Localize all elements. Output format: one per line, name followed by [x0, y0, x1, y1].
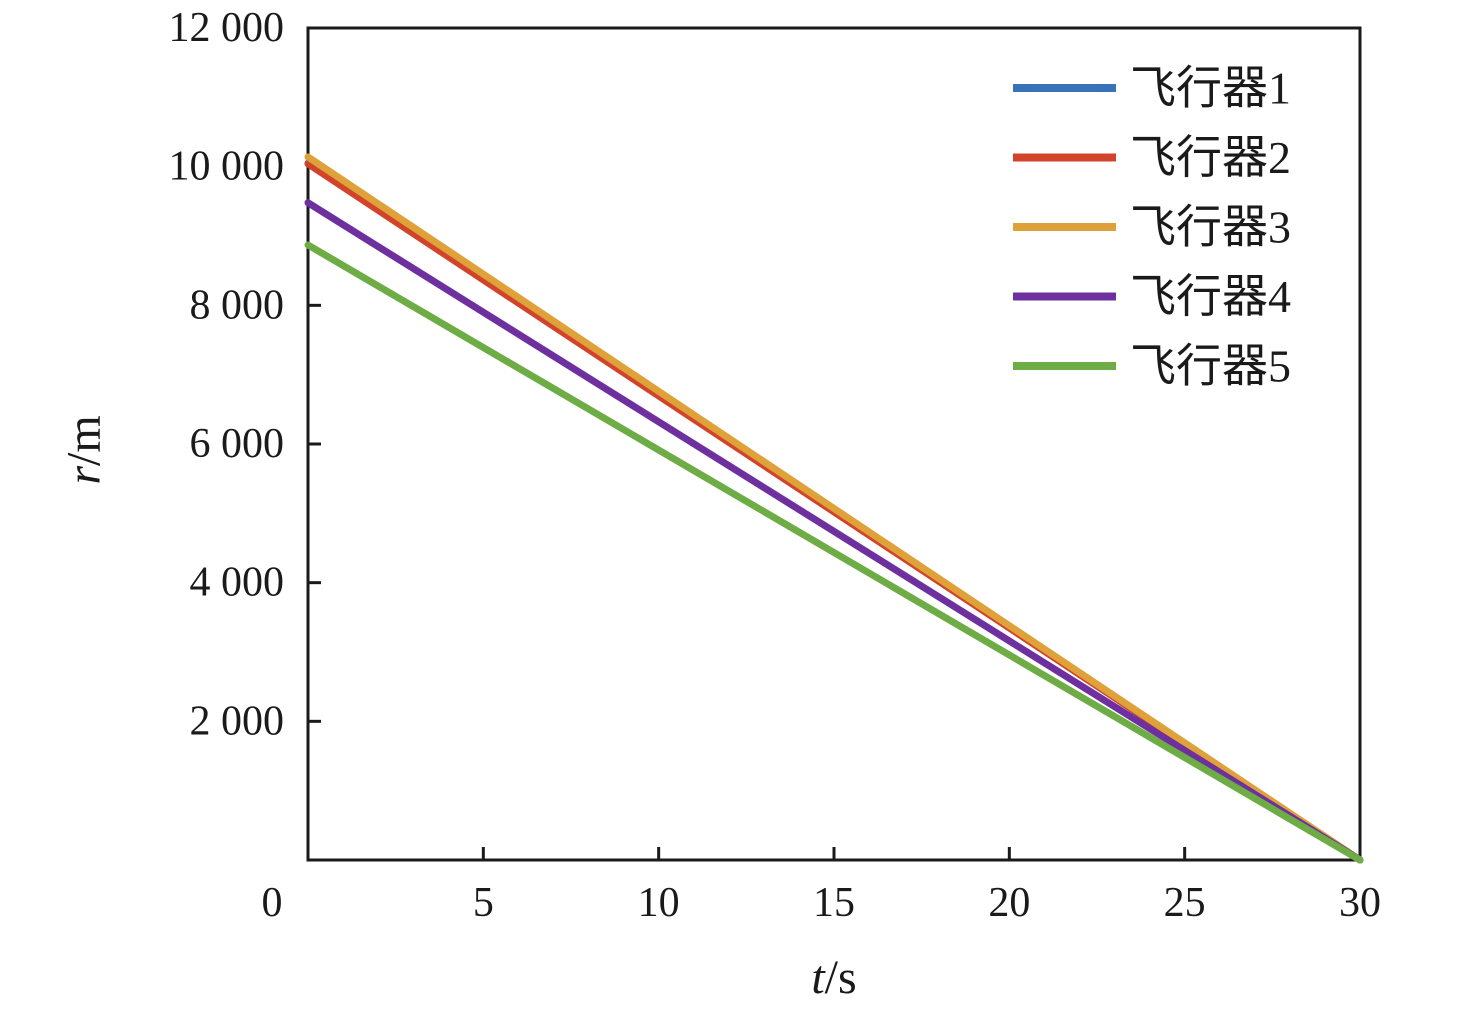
x-axis-tick-label: 25	[1164, 880, 1206, 926]
legend-label: 飞行器5	[1130, 341, 1291, 392]
x-axis-tick-label: 5	[473, 880, 494, 926]
legend-item-4: 飞行器4	[1013, 271, 1291, 322]
y-axis-title-unit: /m	[57, 415, 111, 466]
x-axis-tick-label: 20	[988, 880, 1030, 926]
legend-label: 飞行器4	[1130, 271, 1291, 322]
y-axis-tick-label: 2 000	[190, 698, 285, 744]
x-axis-title-unit: /s	[824, 951, 857, 1004]
legend-item-2: 飞行器2	[1013, 132, 1291, 183]
legend-label: 飞行器1	[1130, 63, 1291, 114]
y-axis-tick-label: 4 000	[190, 560, 285, 606]
legend-item-3: 飞行器3	[1013, 202, 1291, 253]
y-axis-title-variable: r	[57, 465, 111, 485]
y-axis-tick-label: 12 000	[169, 5, 285, 51]
y-axis-tick-label: 10 000	[169, 144, 285, 190]
series-line-5	[304, 241, 1364, 864]
legend-item-1: 飞行器1	[1013, 63, 1291, 114]
x-axis-title: t/s	[811, 950, 856, 1005]
series-line-4	[304, 199, 1364, 864]
y-axis-title: r/m	[56, 415, 111, 484]
legend-label: 飞行器2	[1130, 132, 1291, 183]
x-axis-title-variable: t	[811, 951, 825, 1004]
x-axis-tick-label: 0	[262, 880, 283, 926]
series-line-3	[304, 153, 1364, 864]
x-axis-tick-label: 10	[638, 880, 680, 926]
x-axis-tick-label: 15	[813, 880, 855, 926]
y-axis-tick-label: 8 000	[190, 282, 285, 328]
legend-item-5: 飞行器5	[1013, 341, 1291, 392]
y-axis-tick-label: 6 000	[190, 421, 285, 467]
legend-label: 飞行器3	[1130, 202, 1291, 253]
x-axis-tick-label: 30	[1339, 880, 1381, 926]
